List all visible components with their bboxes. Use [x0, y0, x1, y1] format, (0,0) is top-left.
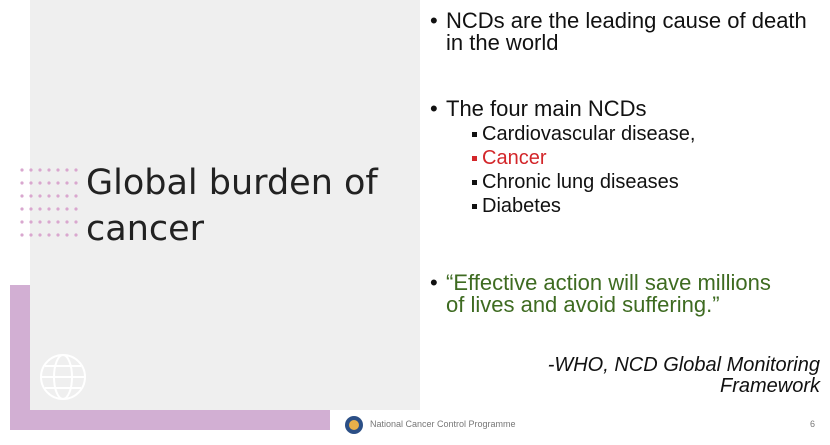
bullet: The four main NCDs Cardiovascular diseas…: [428, 98, 818, 218]
dot: [29, 194, 33, 198]
sub-bullet: Cancer: [446, 146, 818, 170]
dot: [74, 168, 78, 172]
dot: [47, 220, 51, 224]
bullet-text: The four main NCDs: [446, 96, 647, 121]
dot: [29, 207, 33, 211]
dot: [74, 220, 78, 224]
dot: [20, 181, 24, 185]
dot: [38, 168, 42, 172]
dot: [74, 181, 78, 185]
dot: [20, 207, 24, 211]
dot: [29, 181, 33, 185]
dot: [38, 233, 42, 237]
dot: [65, 168, 69, 172]
dot: [20, 194, 24, 198]
footer-text: National Cancer Control Programme: [370, 419, 516, 429]
page-number: 6: [810, 419, 816, 429]
dot: [65, 220, 69, 224]
dot: [65, 181, 69, 185]
dot: [38, 220, 42, 224]
dot: [20, 233, 24, 237]
dot: [56, 168, 60, 172]
dot: [74, 194, 78, 198]
dot: [29, 233, 33, 237]
dot: [29, 220, 33, 224]
dot: [47, 168, 51, 172]
quote: “Effective action will save millions of …: [428, 272, 786, 316]
sub-bullet: Diabetes: [446, 194, 818, 218]
dot-pattern: [20, 168, 78, 237]
sub-bullet: Chronic lung diseases: [446, 170, 818, 194]
dot: [74, 233, 78, 237]
dot: [65, 207, 69, 211]
dot: [38, 194, 42, 198]
sub-bullet: Cardiovascular disease,: [446, 122, 818, 146]
dot: [56, 181, 60, 185]
dot: [56, 220, 60, 224]
globe-icon: [40, 354, 86, 400]
bullet: NCDs are the leading cause of death in t…: [428, 10, 818, 54]
slide-title: Global burden of cancer: [86, 163, 378, 249]
dot: [47, 233, 51, 237]
bullet-list: NCDs are the leading cause of death in t…: [428, 10, 818, 218]
dot: [56, 207, 60, 211]
dot: [56, 233, 60, 237]
dot: [38, 207, 42, 211]
dot: [65, 194, 69, 198]
dot: [38, 181, 42, 185]
title-panel: [30, 0, 420, 410]
dot: [20, 168, 24, 172]
dot: [47, 207, 51, 211]
dot: [47, 194, 51, 198]
logo: [345, 416, 363, 434]
dot: [47, 181, 51, 185]
dot: [56, 194, 60, 198]
attribution: -WHO, NCD Global Monitoring Framework: [547, 354, 820, 397]
dot: [74, 207, 78, 211]
dot: [29, 168, 33, 172]
dot: [65, 233, 69, 237]
dot: [20, 220, 24, 224]
